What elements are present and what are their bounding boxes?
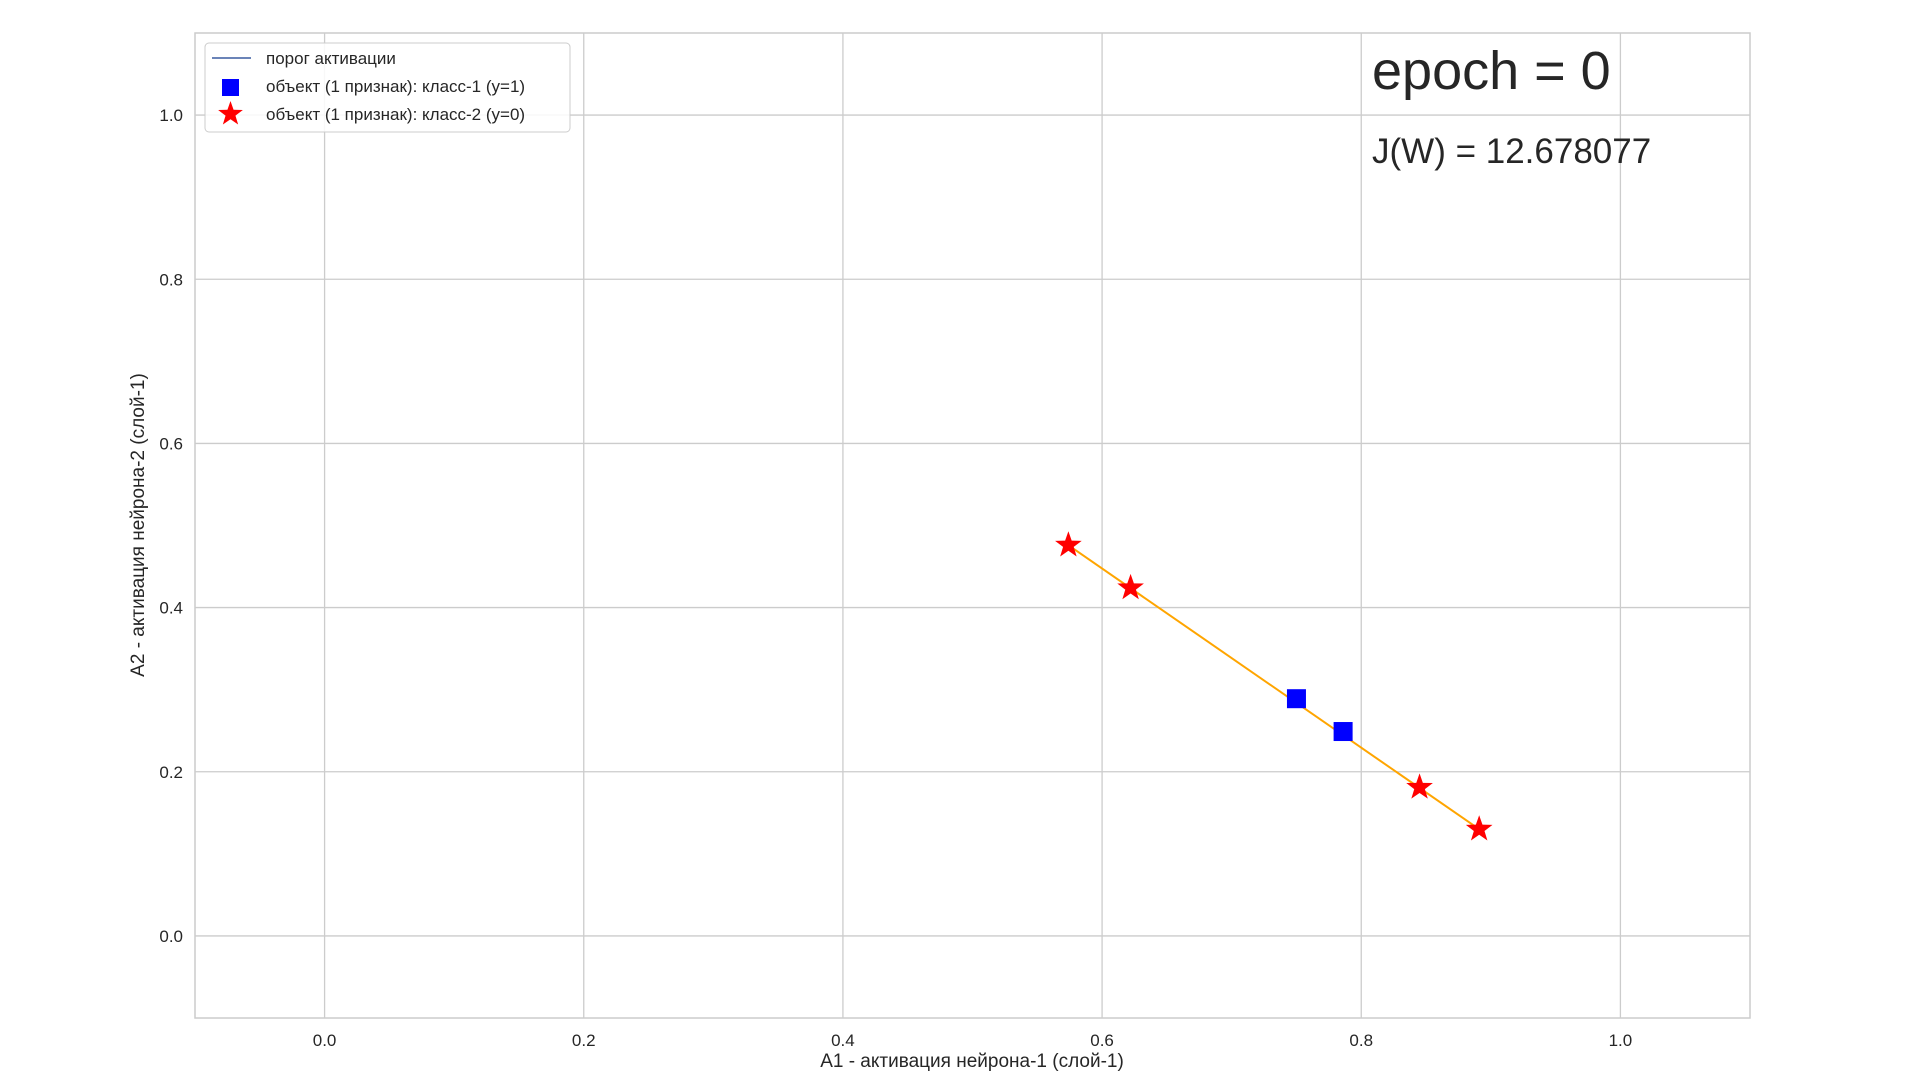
x-tick-label: 0.2 bbox=[572, 1031, 596, 1050]
y-tick-label: 0.8 bbox=[159, 270, 183, 289]
legend-frame bbox=[204, 42, 571, 133]
legend-label-threshold: порог активации bbox=[266, 49, 396, 68]
y-tick-label: 0.0 bbox=[159, 927, 183, 946]
plot-frame bbox=[194, 32, 1751, 1019]
legend: порог активации объект (1 признак): клас… bbox=[204, 42, 571, 133]
y-tick-label: 0.6 bbox=[159, 434, 183, 453]
decision-line-layer bbox=[1067, 544, 1480, 831]
y-tick-label: 0.4 bbox=[159, 599, 183, 618]
x-tick-label: 0.0 bbox=[313, 1031, 337, 1050]
points-layer bbox=[1055, 531, 1493, 841]
cost-annotation: J(W) = 12.678077 bbox=[1372, 132, 1651, 171]
x-tick-label: 0.8 bbox=[1349, 1031, 1373, 1050]
class-2-point bbox=[1406, 773, 1433, 799]
class-2-point bbox=[1117, 573, 1144, 600]
x-axis-label: A1 - активация нейрона-1 (слой-1) bbox=[820, 1051, 1124, 1072]
x-tick-label: 0.4 bbox=[831, 1031, 855, 1050]
class-1-point bbox=[1333, 722, 1353, 742]
legend-square-marker bbox=[222, 79, 239, 96]
legend-label-class-1: объект (1 признак): класс-1 (y=1) bbox=[266, 77, 525, 96]
y-tick-label: 1.0 bbox=[159, 106, 183, 125]
decision-line bbox=[1067, 544, 1480, 831]
class-2-point bbox=[1055, 531, 1082, 557]
y-axis-label: A2 - активация нейрона-2 (слой-1) bbox=[128, 373, 149, 677]
class-2-point bbox=[1465, 815, 1493, 841]
epoch-annotation: epoch = 0 bbox=[1372, 41, 1611, 101]
grid bbox=[195, 33, 1750, 1018]
y-tick-label: 0.2 bbox=[159, 763, 183, 782]
class-1-point bbox=[1286, 689, 1306, 709]
x-tick-label: 1.0 bbox=[1609, 1031, 1633, 1050]
legend-star-marker bbox=[218, 101, 243, 125]
x-tick-label: 0.6 bbox=[1090, 1031, 1114, 1050]
legend-label-class-2: объект (1 признак): класс-2 (y=0) bbox=[266, 105, 525, 124]
axis-ticks: 0.0 0.2 0.4 0.6 0.8 1.0 0.0 0.2 0.4 0.6 0.8 1.0 bbox=[159, 106, 1632, 1050]
